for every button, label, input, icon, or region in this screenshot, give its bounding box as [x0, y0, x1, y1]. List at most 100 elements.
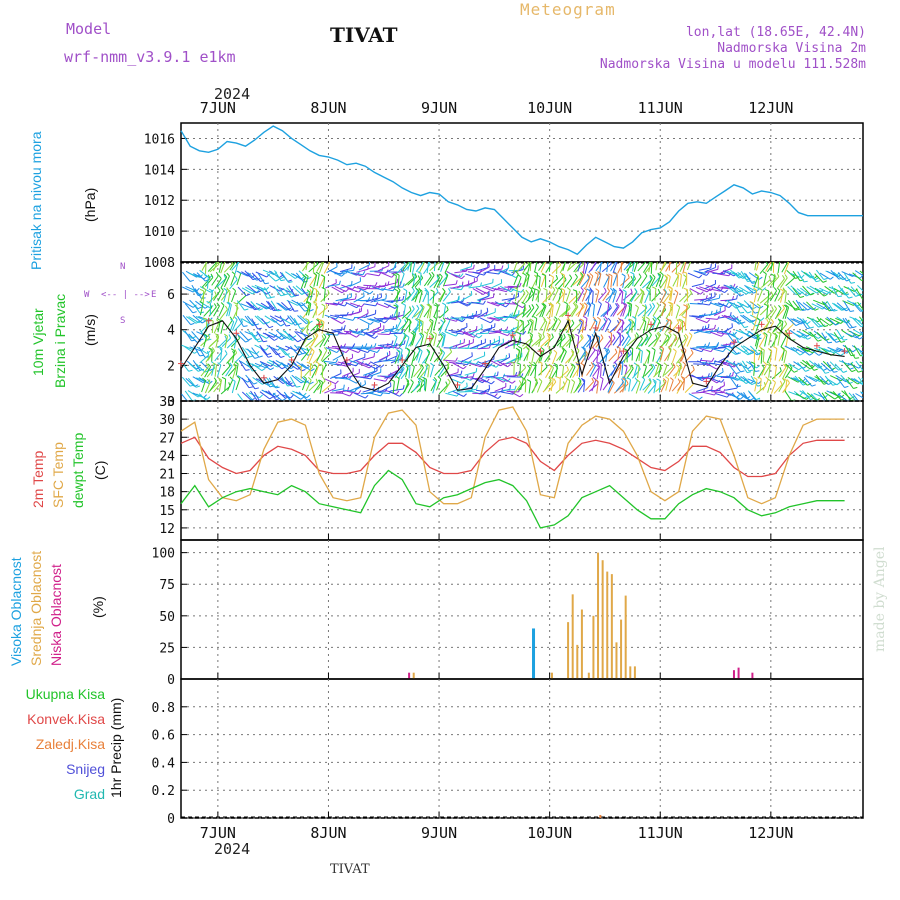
wind-barb: [451, 301, 464, 304]
wind-barb: [300, 277, 306, 289]
wind-barb: [279, 332, 291, 341]
wind-barb-tick: [767, 348, 772, 351]
page-title: TIVAT: [330, 23, 398, 47]
wind-barb-tick: [315, 361, 320, 365]
wind-barb: [339, 296, 352, 302]
wind-barb: [436, 378, 442, 391]
wind-barb-tick: [361, 303, 365, 308]
wind-barb-tick: [710, 372, 713, 377]
wind-barb-tick: [843, 338, 848, 341]
wind-barb-tick: [773, 287, 777, 292]
wind-barb: [277, 302, 289, 311]
wind-barb-tick: [871, 393, 874, 396]
wind-barb: [691, 315, 704, 318]
wind-barb: [225, 365, 233, 377]
wind-barb: [547, 350, 552, 362]
wind-barb: [362, 356, 375, 361]
wind-barb: [449, 374, 462, 377]
cloud-bar: [567, 622, 570, 679]
wind-barb: [565, 303, 568, 316]
wind-barb: [534, 318, 538, 331]
wind-barb: [785, 277, 796, 287]
wind-barb: [803, 376, 813, 387]
wind-barb: [311, 335, 319, 346]
wind-barb: [346, 390, 359, 395]
wind-barb: [824, 391, 836, 400]
wind-barb: [312, 262, 315, 273]
wind-barb-tick: [703, 343, 706, 348]
wind-barb: [852, 302, 861, 312]
wind-barb: [245, 348, 257, 355]
wind-barb-tick: [217, 262, 220, 265]
wind-barb: [622, 304, 628, 317]
wind-barb-tick: [543, 319, 548, 323]
wind-barb-tick: [779, 288, 784, 292]
wind-barb: [696, 327, 709, 332]
wind-barb: [226, 339, 236, 349]
wind-barb: [369, 318, 382, 322]
ytick-label-0-4: 1016: [144, 132, 175, 147]
wind-barb: [358, 362, 370, 369]
wind-barb: [792, 270, 801, 282]
wind-barb: [401, 310, 412, 319]
wind-barb-tick: [393, 304, 398, 307]
ytick-label-1-2: 4: [167, 324, 175, 339]
wind-barb: [615, 290, 623, 303]
wind-barb-tick: [872, 350, 875, 352]
wind-barb-tick: [533, 377, 538, 381]
wind-barb: [353, 356, 365, 362]
wind-barb: [519, 364, 521, 377]
wind-barb-tick: [833, 371, 838, 373]
wind-barb: [770, 262, 774, 272]
wind-barb-tick: [199, 354, 204, 357]
wind-barb-tick: [297, 339, 302, 343]
wind-barb: [610, 262, 617, 272]
wind-barb: [464, 329, 477, 334]
wind-barb-tick: [641, 304, 646, 308]
wind-barb-tick: [335, 380, 339, 385]
wind-barb-tick: [560, 287, 565, 291]
wind-barb: [352, 331, 365, 336]
wind-barb: [335, 297, 348, 302]
wind-barb: [733, 302, 741, 314]
wind-barb: [354, 392, 366, 399]
wind-barb-tick: [642, 363, 647, 367]
wind-barb: [836, 302, 847, 312]
wind-barb: [763, 273, 767, 286]
wind-barb-tick: [374, 343, 377, 348]
wind-barb-tick: [669, 301, 674, 305]
wind-barb-tick: [632, 316, 637, 319]
wind-barb-tick: [446, 306, 449, 311]
wind-barb-tick: [461, 281, 464, 286]
wind-barb-tick: [307, 398, 312, 401]
wind-barb-tick: [634, 288, 638, 293]
wind-barb-tick: [232, 287, 236, 292]
wind-barb: [523, 367, 531, 380]
wind-barb: [736, 375, 747, 384]
wind-barb: [363, 266, 376, 271]
wind-barb-tick: [753, 315, 758, 320]
wind-barb-tick: [865, 358, 869, 359]
wind-barb-tick: [304, 273, 309, 277]
wind-barb: [365, 363, 377, 370]
wind-barb-tick: [799, 279, 805, 282]
wind-barb: [324, 314, 337, 320]
wind-barb: [745, 273, 753, 284]
wind-barb: [241, 377, 250, 388]
wind-barb-tick: [467, 344, 470, 349]
wind-barb-tick: [711, 357, 715, 362]
wind-barb: [774, 290, 781, 302]
wind-barb-tick: [575, 333, 580, 337]
wind-barb: [637, 366, 640, 378]
wind-barb: [716, 273, 729, 277]
wind-barb-tick: [668, 288, 672, 293]
wind-barb: [272, 392, 283, 401]
wind-barb-tick: [418, 377, 423, 381]
wind-barb: [790, 285, 801, 295]
wind-barb: [722, 363, 735, 368]
ytick-label-4-0: 0: [167, 812, 175, 827]
wind-barb: [637, 262, 647, 272]
wind-barb: [679, 262, 686, 273]
wind-barb: [806, 301, 816, 311]
wind-barb: [696, 345, 709, 348]
